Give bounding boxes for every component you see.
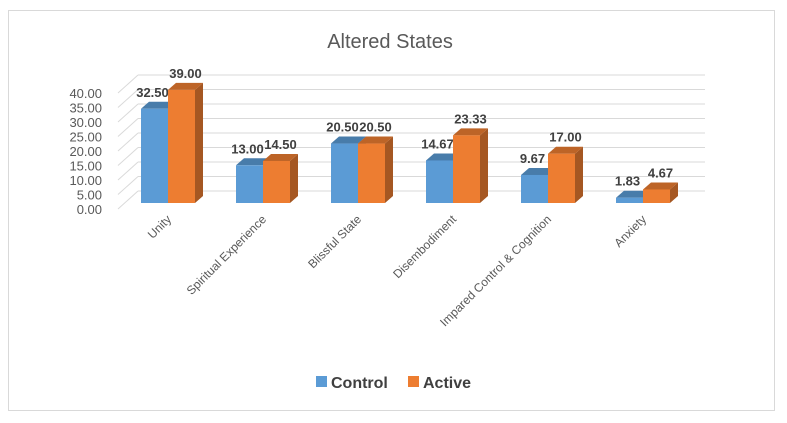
bar-top-active — [548, 146, 583, 154]
bar-top-control — [426, 153, 461, 161]
data-label: 17.00 — [549, 130, 582, 145]
gridline-side — [117, 132, 139, 152]
bar-top-control — [331, 136, 366, 144]
data-label: 20.50 — [359, 120, 392, 135]
bar-side-active — [195, 82, 203, 203]
gridline-side — [117, 118, 139, 137]
data-label: 9.67 — [520, 151, 545, 166]
bar-top-active — [358, 136, 393, 144]
gridline-side — [117, 89, 139, 108]
data-label: 13.00 — [231, 141, 264, 156]
data-label: 4.67 — [648, 165, 673, 180]
x-tick-label: Anxiety — [611, 212, 649, 250]
bar-active — [453, 135, 480, 203]
data-label: 1.83 — [615, 174, 640, 189]
data-label: 14.50 — [264, 137, 297, 152]
gridline-side — [117, 190, 139, 210]
y-tick-label: 40.00 — [69, 86, 102, 101]
x-tick-label: Blissful State — [305, 212, 364, 271]
x-tick-label: Impared Control & Cognition — [437, 212, 554, 329]
bar-top-control — [521, 167, 556, 175]
bar-active — [358, 143, 385, 203]
data-label: 20.50 — [326, 120, 359, 135]
y-tick-label: 15.00 — [69, 159, 102, 174]
bar-top-active — [168, 82, 203, 90]
y-tick-label: 0.00 — [77, 202, 102, 217]
data-label: 32.50 — [136, 85, 169, 100]
bar-top-active — [453, 128, 488, 136]
bar-top-active — [643, 182, 678, 190]
x-tick-label: Unity — [145, 212, 174, 241]
bar-active — [548, 153, 575, 203]
gridline-side — [117, 161, 139, 181]
bar-control — [426, 160, 453, 203]
bar-side-active — [670, 182, 678, 203]
y-tick-label: 10.00 — [69, 173, 102, 188]
gridline-side — [117, 74, 139, 94]
gridline-side — [117, 176, 139, 195]
bar-top-control — [236, 158, 271, 166]
bar-top-control — [141, 101, 176, 109]
bar-side-active — [385, 136, 393, 203]
bar-top-control — [616, 190, 651, 198]
bar-control — [616, 197, 643, 203]
chart-title: Altered States — [327, 31, 453, 53]
bar-control — [141, 108, 168, 203]
gridline-side — [117, 147, 139, 166]
y-tick-label: 25.00 — [69, 130, 102, 145]
y-tick-label: 30.00 — [69, 115, 102, 130]
bar-control — [331, 143, 358, 203]
bar-side-active — [290, 153, 298, 203]
y-tick-label: 35.00 — [69, 101, 102, 116]
data-label: 14.67 — [421, 136, 454, 151]
bar-active — [263, 160, 290, 203]
bar-active — [168, 89, 195, 203]
gridline-side — [117, 103, 139, 123]
bar-control — [236, 165, 263, 203]
y-tick-label: 20.00 — [69, 144, 102, 159]
data-label: 23.33 — [454, 111, 487, 126]
bar-control — [521, 174, 548, 203]
x-tick-label: Spiritual Experience — [184, 212, 270, 298]
bar-top-active — [263, 153, 298, 161]
bar-active — [643, 189, 670, 203]
legend-label-active: Active — [423, 375, 471, 392]
y-tick-label: 5.00 — [77, 188, 102, 203]
bar-side-active — [575, 146, 583, 203]
data-label: 39.00 — [169, 66, 202, 81]
x-tick-label: Disembodiment — [390, 212, 459, 281]
legend-swatch-active — [408, 376, 419, 387]
legend-label-control: Control — [331, 375, 388, 392]
legend-swatch-control — [316, 376, 327, 387]
bar-side-active — [480, 128, 488, 203]
